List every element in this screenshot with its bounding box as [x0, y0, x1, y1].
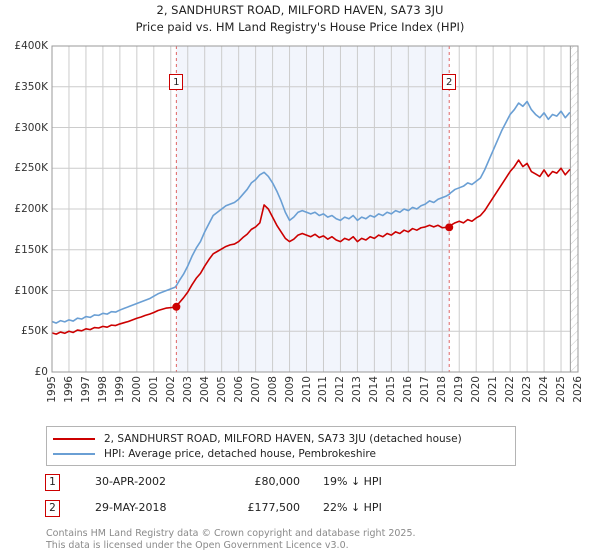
x-axis-tick-label: 2007 [249, 376, 262, 403]
legend-label-property: 2, SANDHURST ROAD, MILFORD HAVEN, SA73 3… [104, 432, 462, 445]
x-axis-tick-label: 2002 [164, 376, 177, 403]
x-axis-tick-label: 2013 [351, 376, 364, 403]
footer-line-2: This data is licensed under the Open Gov… [46, 539, 349, 551]
legend-label-hpi: HPI: Average price, detached house, Pemb… [104, 447, 376, 460]
plot-frame [51, 45, 579, 373]
title-line-2: Price paid vs. HM Land Registry's House … [135, 20, 465, 34]
x-axis-tick-label: 2011 [317, 376, 330, 403]
x-axis-tick-label: 2026 [572, 376, 584, 403]
price-history-chart [51, 45, 579, 373]
transaction-index-badge: 1 [45, 474, 60, 491]
x-axis-tick-label: 2010 [300, 376, 313, 403]
y-axis-tick-label: £300K [14, 121, 48, 134]
x-axis-tick-label: 2019 [453, 376, 466, 403]
transaction-price: £80,000 [254, 475, 301, 488]
y-axis-tick-label: £0 [34, 366, 48, 378]
y-axis-tick-label: £400K [14, 40, 48, 52]
x-axis-tick-label: 2021 [487, 376, 500, 403]
x-axis-tick-label: 2000 [130, 376, 143, 403]
x-axis-tick-label: 2001 [147, 376, 160, 403]
series-lines [52, 100, 571, 335]
transaction-date: 29-MAY-2018 [95, 501, 167, 514]
legend-swatch-property [53, 437, 95, 440]
y-axis-tick-label: £100K [14, 284, 48, 297]
y-axis-tick-label: £50K [21, 325, 48, 338]
y-axis-tick-label: £250K [14, 162, 48, 175]
transaction-hpi-delta: 22% ↓ HPI [323, 501, 382, 514]
x-axis-tick-label: 2004 [198, 376, 211, 403]
no-data-hatch-region [569, 46, 578, 372]
page-title: 2, SANDHURST ROAD, MILFORD HAVEN, SA73 3… [0, 2, 600, 36]
transaction-hpi-delta: 19% ↓ HPI [323, 475, 382, 488]
chart-marker-badge-1: 1 [169, 74, 184, 90]
x-axis-tick-label: 1996 [62, 376, 75, 403]
footer-line-1: Contains HM Land Registry data © Crown c… [46, 528, 416, 539]
x-axis-tick-label: 2017 [419, 376, 432, 403]
x-axis-tick-label: 1998 [96, 376, 109, 403]
legend-swatch-hpi [53, 452, 95, 455]
x-axis-tick-label: 2008 [266, 376, 279, 403]
legend-item-property: 2, SANDHURST ROAD, MILFORD HAVEN, SA73 3… [53, 431, 509, 446]
x-axis-tick-label: 2003 [181, 376, 194, 403]
x-axis-tick-label: 2016 [402, 376, 415, 403]
x-axis-tick-label: 2022 [504, 376, 517, 403]
x-axis-tick-label: 2024 [538, 376, 551, 403]
x-axis-tick-label: 2012 [334, 376, 347, 403]
transaction-price: £177,500 [247, 501, 301, 514]
x-axis-tick-label: 1995 [46, 376, 58, 403]
x-axis-tick-label: 2025 [555, 376, 568, 403]
x-axis-tick-label: 2020 [470, 376, 483, 403]
transaction-points [172, 223, 454, 311]
x-axis-tick-label: 1999 [113, 376, 126, 403]
table-row: 2 29-MAY-2018 £177,500 22% ↓ HPI [45, 498, 515, 524]
y-axis-tick-label: £150K [14, 243, 48, 256]
y-axis-tick-label: £200K [14, 203, 48, 215]
chart-marker-badge-2: 2 [442, 74, 457, 90]
transaction-index-badge: 2 [45, 500, 60, 517]
transactions-table: 1 30-APR-2002 £80,000 19% ↓ HPI 2 29-MAY… [45, 472, 515, 524]
x-axis-tick-label: 2009 [283, 376, 296, 403]
x-axis-tick-label: 2005 [215, 376, 228, 403]
legend-item-hpi: HPI: Average price, detached house, Pemb… [53, 446, 509, 461]
copyright-footer: Contains HM Land Registry data © Crown c… [46, 528, 586, 551]
x-axis-tick-label: 2018 [436, 376, 449, 403]
x-axis-tick-label: 2014 [368, 376, 381, 403]
x-axis-labels: 1995 1996 1997 1998 1999 2000 2001 2002 2003 2004… [46, 376, 584, 403]
x-axis-tick-label: 2015 [385, 376, 398, 403]
table-row: 1 30-APR-2002 £80,000 19% ↓ HPI [45, 472, 515, 498]
x-axis-tick-label: 2006 [232, 376, 245, 403]
title-line-1: 2, SANDHURST ROAD, MILFORD HAVEN, SA73 3… [156, 3, 444, 17]
x-axis-tick-label: 2023 [521, 376, 534, 403]
transaction-date: 30-APR-2002 [95, 475, 167, 488]
chart-legend: 2, SANDHURST ROAD, MILFORD HAVEN, SA73 3… [46, 426, 516, 466]
marker-guide-lines [175, 46, 450, 372]
y-axis-tick-label: £350K [14, 80, 48, 93]
x-axis-tick-label: 1997 [79, 376, 92, 403]
y-axis-labels: £0 £50K £100K £150K £200K £250K £300K £350K £400… [0, 0, 48, 420]
